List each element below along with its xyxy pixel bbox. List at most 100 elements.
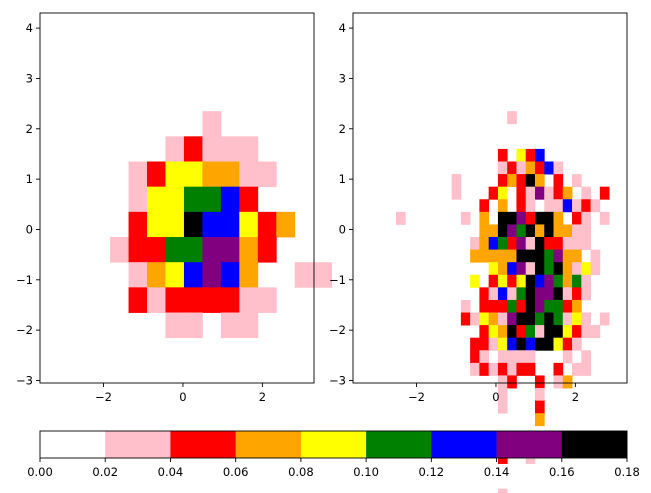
heatmap-cell <box>202 111 222 137</box>
heatmap-cell <box>572 199 582 213</box>
heatmap-cell <box>572 211 582 225</box>
x-tick-label: 0 <box>179 390 186 404</box>
heatmap-cell <box>470 274 480 288</box>
heatmap-cell <box>257 161 277 188</box>
heatmap-cell <box>202 262 222 288</box>
heatmap-cell <box>544 237 554 250</box>
heatmap-cell <box>488 237 499 250</box>
heatmap-cell <box>553 274 564 288</box>
heatmap-cell <box>470 249 480 263</box>
heatmap-cell <box>534 337 545 351</box>
colorbar-segment <box>40 431 106 458</box>
heatmap-cell <box>202 186 222 213</box>
heatmap-cell <box>562 262 573 276</box>
y-tick-label: −3 <box>16 373 33 387</box>
heatmap-cell <box>497 237 508 250</box>
colorbar-frame <box>39 430 628 459</box>
heatmap-cell <box>572 174 582 188</box>
heatmap-cell <box>534 375 545 389</box>
colorbar-tick-label: 0.04 <box>158 465 184 479</box>
heatmap-cell <box>562 287 573 301</box>
heatmap-cell <box>497 224 508 238</box>
heatmap-cell <box>507 350 517 364</box>
heatmap-cell <box>507 337 517 351</box>
heatmap-cell <box>220 287 240 313</box>
heatmap-cell <box>553 287 564 301</box>
heatmap-cell <box>239 211 259 238</box>
heatmap-cell <box>525 174 536 188</box>
x-tick-label: 2 <box>259 390 266 404</box>
heatmap-cell <box>257 211 277 238</box>
heatmap-cell <box>599 312 610 326</box>
heatmap-cell <box>183 211 203 238</box>
heatmap-cell <box>516 362 527 376</box>
heatmap-cell <box>239 262 259 288</box>
heatmap-cell <box>165 161 185 188</box>
heatmap-cell <box>516 262 527 276</box>
heatmap-cell <box>562 350 573 364</box>
heatmap-cell <box>488 299 499 313</box>
heatmap-cell <box>479 224 490 238</box>
heatmap-cell <box>497 312 508 326</box>
heatmap-cell <box>572 312 582 326</box>
heatmap-cell <box>553 224 564 238</box>
heatmap-cell <box>165 312 185 339</box>
colorbar-tick-label: 0.16 <box>549 465 575 479</box>
colorbar-segment <box>170 431 236 458</box>
heatmap-cell <box>128 262 148 288</box>
heatmap-cell <box>516 237 527 250</box>
heatmap-cell <box>516 274 527 288</box>
heatmap-cell <box>572 337 582 351</box>
heatmap-cell <box>220 237 240 263</box>
heatmap-cell <box>239 186 259 213</box>
heatmap-cell <box>525 262 536 276</box>
heatmap-cell <box>497 299 508 313</box>
colorbar-tick-label: 0.18 <box>614 465 640 479</box>
heatmap-cell <box>581 362 591 376</box>
heatmap-cell <box>553 161 564 175</box>
heatmap-cell <box>534 325 545 339</box>
heatmap-cell <box>497 350 508 364</box>
heatmap-cell <box>183 312 203 339</box>
heatmap-cell <box>553 299 564 313</box>
heatmap-cell <box>516 287 527 301</box>
heatmap-cell <box>544 161 554 175</box>
heatmap-cell <box>183 287 203 313</box>
heatmap-cell <box>239 312 259 339</box>
y-tick-label: −2 <box>16 323 33 337</box>
heatmap-cell <box>572 299 582 313</box>
heatmap-cell <box>581 224 591 238</box>
heatmap-cell <box>507 224 517 238</box>
heatmap-cell <box>544 287 554 301</box>
heatmap-cell <box>507 362 517 376</box>
colorbar-tick-label: 0.00 <box>27 465 53 479</box>
heatmap-cell <box>202 136 222 162</box>
heatmap-cell <box>479 312 490 326</box>
heatmap-cell <box>479 237 490 250</box>
colorbar-tick-label: 0.02 <box>92 465 118 479</box>
heatmap-cell <box>516 249 527 263</box>
y-tick-label: 4 <box>339 21 346 35</box>
heatmap-cell <box>534 186 545 200</box>
heatmap-cell <box>553 337 564 351</box>
heatmap-cell <box>202 287 222 313</box>
heatmap-cell <box>525 224 536 238</box>
heatmap-cell <box>396 211 406 225</box>
heatmap-cell <box>488 274 499 288</box>
heatmap-cell <box>488 362 499 376</box>
heatmap-cell <box>562 199 573 213</box>
heatmap-cell <box>183 186 203 213</box>
heatmap-cell <box>488 312 499 326</box>
heatmap-cell <box>534 299 545 313</box>
colorbar-segment <box>431 431 497 458</box>
heatmap-cell <box>525 211 536 225</box>
heatmap-cell <box>220 186 240 213</box>
heatmap-cell <box>507 211 517 225</box>
y-tick-label: −3 <box>329 373 346 387</box>
heatmap-cell <box>516 224 527 238</box>
heatmap-cell <box>497 287 508 301</box>
heatmap-cell <box>534 274 545 288</box>
heatmap-cell <box>202 211 222 238</box>
heatmap-cell <box>590 325 601 339</box>
heatmap-cell <box>147 287 166 313</box>
